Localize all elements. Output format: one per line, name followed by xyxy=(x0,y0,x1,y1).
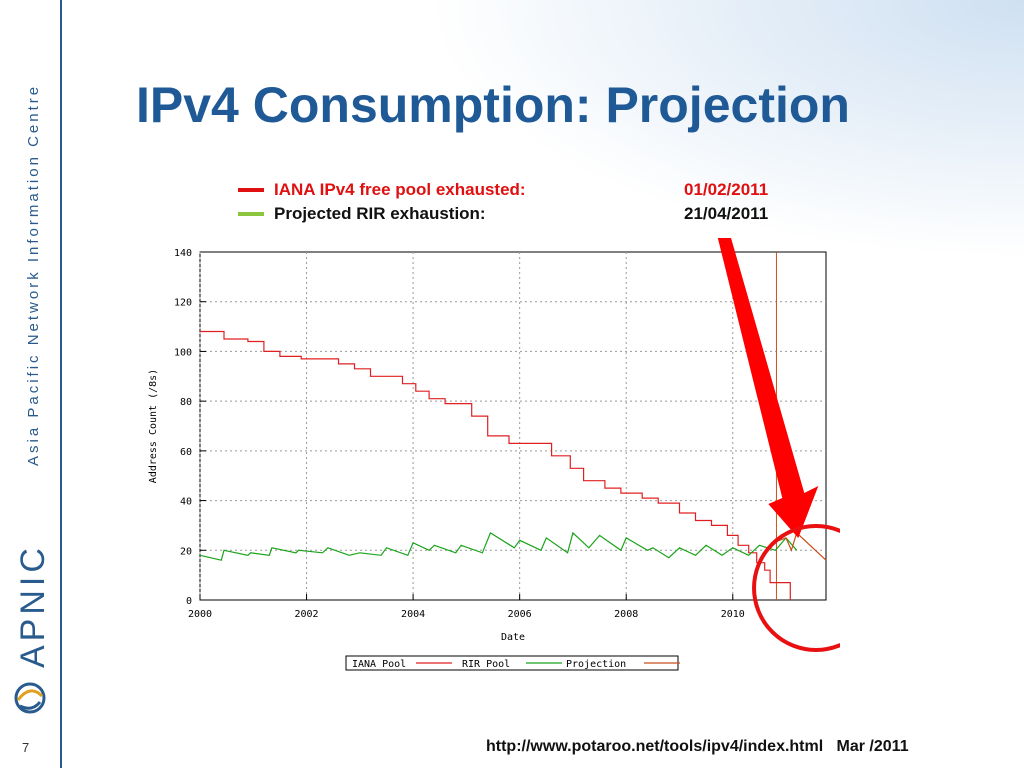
callout-arrow xyxy=(717,238,819,538)
legend-swatch-rir xyxy=(238,212,264,216)
chart-legend-label: Projection xyxy=(566,659,626,670)
legend-label-iana: IANA IPv4 free pool exhausted: xyxy=(274,180,526,199)
callout-circle xyxy=(752,524,840,652)
apnic-logo-text: APNIC xyxy=(14,544,52,668)
y-tick-label: 60 xyxy=(180,447,192,458)
exhaustion-legend: IANA IPv4 free pool exhausted: 01/02/201… xyxy=(238,178,768,226)
iana-pool-line xyxy=(200,330,791,600)
projection-line xyxy=(772,531,827,561)
sidebar-branding: Asia Pacific Network Information Centre … xyxy=(0,0,60,768)
background-swoosh xyxy=(424,0,1024,260)
legend-swatch-iana xyxy=(238,188,264,192)
sidebar xyxy=(0,0,62,768)
footer-date: Mar /2011 xyxy=(836,738,909,755)
page-number: 7 xyxy=(22,740,30,755)
y-tick-label: 140 xyxy=(174,248,192,259)
apnic-logo-icon xyxy=(14,682,46,714)
plot-area xyxy=(199,251,827,601)
legend-row-iana: IANA IPv4 free pool exhausted: 01/02/201… xyxy=(238,178,768,202)
x-axis-label: Date xyxy=(501,632,525,643)
legend-date-iana: 01/02/2011 xyxy=(684,180,769,199)
legend-label-rir: Projected RIR exhaustion: xyxy=(274,204,486,223)
y-tick-label: 100 xyxy=(174,347,192,358)
sidebar-org-name: Asia Pacific Network Information Centre xyxy=(25,84,42,466)
y-tick-label: 20 xyxy=(180,546,192,557)
rir-pool-line xyxy=(199,531,798,561)
y-axis-label: Address Count (/8s) xyxy=(148,369,159,483)
x-tick-label: 2004 xyxy=(401,609,425,620)
x-tick-label: 2008 xyxy=(614,609,638,620)
legend-date-rir: 21/04/2011 xyxy=(684,204,769,223)
y-tick-label: 0 xyxy=(186,596,192,607)
footer-citation: http://www.potaroo.net/tools/ipv4/index.… xyxy=(486,738,909,756)
y-tick-label: 80 xyxy=(180,397,192,408)
x-tick-label: 2006 xyxy=(508,609,532,620)
x-tick-label: 2000 xyxy=(188,609,212,620)
x-tick-label: 2010 xyxy=(721,609,745,620)
footer-url[interactable]: http://www.potaroo.net/tools/ipv4/index.… xyxy=(486,738,824,755)
slide-title: IPv4 Consumption: Projection xyxy=(136,77,850,133)
y-tick-label: 40 xyxy=(180,497,192,508)
legend-row-rir: Projected RIR exhaustion: 21/04/2011 xyxy=(238,202,768,226)
chart-legend-label: IANA Pool xyxy=(352,659,406,670)
x-tick-label: 2002 xyxy=(295,609,319,620)
y-tick-label: 120 xyxy=(174,298,192,309)
ipv4-consumption-chart: 0 20 40 60 80 100 120 140 2000 2002 2004 2006 2008 20… xyxy=(148,238,840,671)
chart-legend-label: RIR Pool xyxy=(462,659,510,670)
